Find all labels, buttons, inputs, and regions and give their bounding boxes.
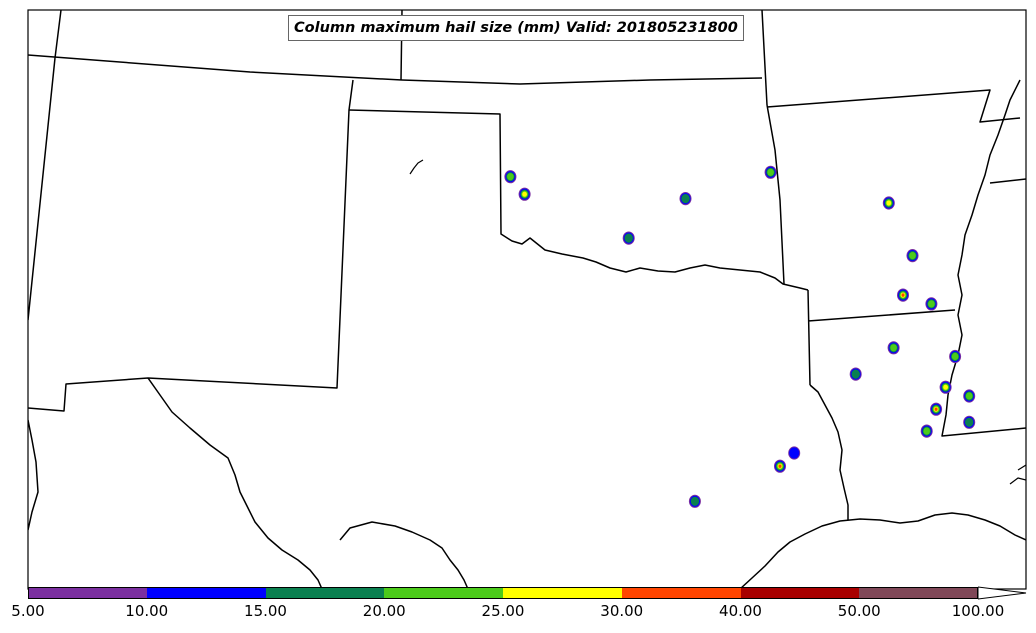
colorbar-segment [740,587,860,599]
colorbar-segment [384,587,503,599]
colorbar-segment [621,587,741,599]
hail-cell [949,349,962,364]
hail-cell [679,192,692,206]
west-border-line [28,419,39,531]
colorbar-tick-label: 5.00 [11,602,45,620]
arkansas-border [766,89,1026,386]
colorbar-extend-arrow [978,586,1027,600]
east-edge-outline [1009,464,1026,485]
hail-cell [920,424,933,438]
texas-southwest-border [147,377,323,589]
colorado-utah-border [54,10,62,59]
hail-cell [897,288,909,302]
colorbar-tick-label: 15.00 [244,602,287,620]
colorbar-tick-label: 30.00 [600,602,644,620]
hail-cell [764,165,777,179]
colorbar-tick-label: 100.00 [951,602,1005,620]
colorbar-tick-label: 20.00 [362,602,406,620]
hail-cell [518,187,531,201]
hail-cell [622,231,635,245]
gulf-coast [739,512,1026,589]
hail-cell [849,367,862,381]
colorbar-segment [265,587,385,599]
map-title: Column maximum hail size (mm) Valid: 201… [288,15,744,41]
hail-cells-layer [504,165,976,508]
colorado-kansas-border [28,54,763,85]
colorbar-tick-label: 10.00 [125,602,169,620]
colorbar-segment [28,587,147,599]
colorbar-segment [146,587,266,599]
colorbar-tick-label: 40.00 [719,602,762,620]
oklahoma-panhandle [348,109,809,291]
hail-cell [504,170,517,184]
hail-cell [939,380,952,394]
reservoir-outline [409,159,424,175]
hail-cell [925,297,938,311]
rio-grande [339,521,469,589]
colorbar-outline [28,587,978,599]
colorbar-tick-label: 50.00 [837,602,881,620]
hail-cell [963,389,976,403]
hail-cell [887,341,900,355]
hail-cell [930,402,943,416]
hail-cell [882,196,895,210]
colorbar-segment [859,587,978,599]
colorbar-tick-label: 25.00 [481,602,525,620]
hail-cell [774,459,786,473]
colorbar-segment [503,587,622,599]
texas-louisiana-border [809,384,849,520]
hail-cell [906,249,919,263]
oklahoma-east-border [766,104,785,285]
hail-cell [788,446,801,460]
hail-cell [688,494,701,508]
hail-cell [963,415,976,429]
